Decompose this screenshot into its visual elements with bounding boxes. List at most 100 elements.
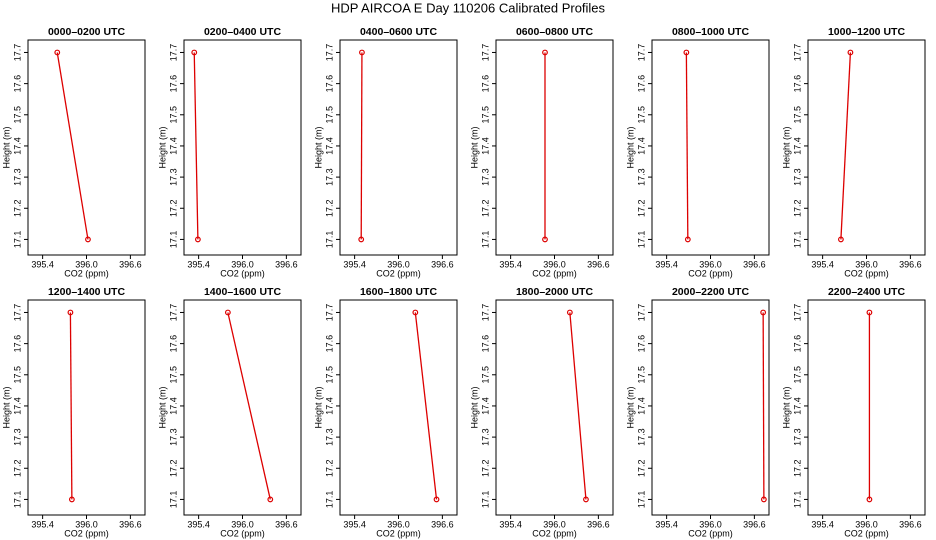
x-axis-label: CO2 (ppm) bbox=[220, 528, 265, 538]
y-tick-label: 17.7 bbox=[792, 44, 802, 62]
y-axis-label: Height (m) bbox=[1, 126, 11, 168]
y-tick-label: 17.7 bbox=[324, 44, 334, 62]
x-tick-label: 396.0 bbox=[231, 259, 254, 269]
data-point bbox=[683, 49, 690, 56]
y-tick-label: 17.3 bbox=[324, 428, 334, 446]
data-point bbox=[583, 496, 589, 503]
y-tick-label: 17.2 bbox=[636, 459, 646, 477]
y-tick-label: 17.7 bbox=[636, 304, 646, 322]
plot-frame bbox=[339, 39, 458, 256]
y-tick-label: 17.7 bbox=[168, 44, 178, 62]
x-tick-label: 395.4 bbox=[811, 259, 834, 269]
profile-line bbox=[56, 52, 89, 240]
y-tick-label: 17.7 bbox=[480, 304, 490, 322]
x-axis-label: CO2 (ppm) bbox=[532, 268, 577, 278]
panel-title: 2200–2400 UTC bbox=[828, 286, 905, 298]
y-tick-label: 17.6 bbox=[324, 75, 334, 93]
y-tick-label: 17.5 bbox=[324, 106, 334, 124]
profile-line bbox=[69, 312, 73, 500]
profile-line bbox=[569, 312, 587, 500]
x-tick-label: 396.0 bbox=[855, 519, 878, 529]
data-point bbox=[194, 236, 201, 243]
x-tick-label: 395.4 bbox=[655, 259, 678, 269]
data-point bbox=[847, 49, 854, 56]
y-tick-label: 17.3 bbox=[480, 168, 490, 186]
data-point bbox=[68, 496, 75, 503]
plot-frame bbox=[183, 39, 302, 256]
y-tick-label: 17.5 bbox=[12, 106, 22, 124]
plot-frame bbox=[495, 39, 614, 256]
y-axis-label: Height (m) bbox=[781, 126, 791, 168]
panel-title: 0200–0400 UTC bbox=[204, 26, 281, 38]
x-tick-label: 395.4 bbox=[655, 519, 678, 529]
plot-frame bbox=[27, 299, 146, 516]
y-axis-label: Height (m) bbox=[625, 386, 635, 428]
x-tick-label: 396.0 bbox=[699, 259, 722, 269]
y-tick-label: 17.6 bbox=[12, 75, 22, 93]
y-tick-label: 17.3 bbox=[12, 428, 22, 446]
panel-title: 1400–1600 UTC bbox=[204, 286, 281, 298]
y-tick-label: 17.2 bbox=[12, 459, 22, 477]
x-tick-label: 395.4 bbox=[343, 519, 366, 529]
x-axis-label: CO2 (ppm) bbox=[688, 528, 733, 538]
y-tick-label: 17.6 bbox=[636, 75, 646, 93]
y-axis-label: Height (m) bbox=[781, 386, 791, 428]
x-tick-label: 396.6 bbox=[431, 519, 454, 529]
x-tick-label: 395.4 bbox=[187, 259, 210, 269]
y-tick-label: 17.1 bbox=[792, 231, 802, 249]
y-tick-label: 17.5 bbox=[636, 366, 646, 384]
y-tick-label: 17.7 bbox=[636, 44, 646, 62]
data-point bbox=[191, 49, 198, 56]
panel-title: 0600–0800 UTC bbox=[516, 26, 593, 38]
panel-title: 2000–2200 UTC bbox=[672, 286, 749, 298]
y-tick-label: 17.4 bbox=[324, 397, 334, 415]
y-tick-label: 17.1 bbox=[12, 231, 22, 249]
y-tick-label: 17.4 bbox=[324, 137, 334, 155]
y-tick-label: 17.1 bbox=[168, 231, 178, 249]
y-tick-label: 17.2 bbox=[324, 459, 334, 477]
x-tick-label: 396.0 bbox=[387, 519, 410, 529]
y-tick-label: 17.1 bbox=[480, 491, 490, 509]
x-axis-label: CO2 (ppm) bbox=[220, 268, 265, 278]
y-tick-label: 17.4 bbox=[636, 397, 646, 415]
plot-frame bbox=[495, 299, 614, 516]
y-tick-label: 17.4 bbox=[792, 397, 802, 415]
y-tick-label: 17.7 bbox=[168, 304, 178, 322]
profile-line bbox=[685, 52, 689, 240]
page-title: HDP AIRCOA E Day 110206 Calibrated Profi… bbox=[331, 0, 606, 15]
y-axis-label: Height (m) bbox=[313, 126, 323, 168]
y-tick-label: 17.3 bbox=[12, 168, 22, 186]
y-axis-label: Height (m) bbox=[313, 386, 323, 428]
y-axis-label: Height (m) bbox=[625, 126, 635, 168]
y-tick-label: 17.6 bbox=[480, 75, 490, 93]
x-axis-label: CO2 (ppm) bbox=[844, 268, 889, 278]
x-tick-label: 396.6 bbox=[899, 519, 922, 529]
y-tick-label: 17.7 bbox=[324, 304, 334, 322]
x-tick-label: 396.6 bbox=[119, 259, 142, 269]
y-tick-label: 17.2 bbox=[480, 459, 490, 477]
y-tick-label: 17.6 bbox=[168, 75, 178, 93]
data-point bbox=[54, 49, 61, 56]
y-axis-label: Height (m) bbox=[469, 126, 479, 168]
y-tick-label: 17.2 bbox=[792, 199, 802, 217]
x-axis-label: CO2 (ppm) bbox=[688, 268, 733, 278]
plot-frame bbox=[651, 39, 770, 256]
y-tick-label: 17.5 bbox=[636, 106, 646, 124]
profile-line bbox=[840, 52, 852, 240]
y-tick-label: 17.1 bbox=[324, 231, 334, 249]
y-tick-label: 17.5 bbox=[168, 366, 178, 384]
y-tick-label: 17.1 bbox=[168, 491, 178, 509]
x-axis-label: CO2 (ppm) bbox=[64, 528, 109, 538]
y-tick-label: 17.6 bbox=[636, 335, 646, 353]
x-tick-label: 396.6 bbox=[587, 259, 610, 269]
y-tick-label: 17.3 bbox=[792, 428, 802, 446]
x-tick-label: 396.6 bbox=[431, 259, 454, 269]
plot-frame bbox=[339, 299, 458, 516]
data-point bbox=[760, 309, 767, 316]
y-tick-label: 17.2 bbox=[12, 199, 22, 217]
data-point bbox=[433, 496, 440, 503]
plot-frame bbox=[807, 39, 926, 256]
data-point bbox=[542, 236, 548, 243]
y-tick-label: 17.3 bbox=[636, 428, 646, 446]
